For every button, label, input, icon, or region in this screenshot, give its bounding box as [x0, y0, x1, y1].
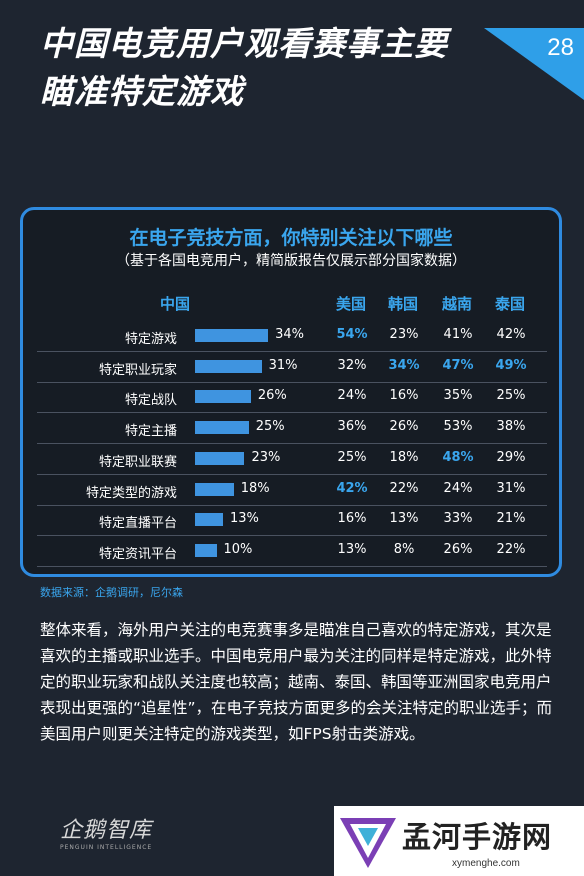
china-value: 25%: [255, 419, 285, 435]
page-title: 中国电竞用户观看赛事主要瞄准特定游戏: [40, 24, 448, 111]
china-value: 31%: [268, 357, 298, 373]
survey-row: 特定战队 26% 24% 16% 35% 25%: [37, 383, 547, 414]
row-label: 特定类型的游戏: [85, 485, 177, 501]
value-usa: 13%: [337, 541, 367, 557]
brand-logo: 企鹅智库 PENGUIN INTELLIGENCE: [60, 812, 152, 851]
china-bar: [195, 543, 217, 557]
china-bar: [195, 329, 269, 342]
china-bar: [195, 513, 223, 527]
china-bar: [195, 451, 245, 465]
row-label: 特定资讯平台: [98, 546, 177, 562]
page-number: 28: [547, 34, 574, 61]
value-vietnam: 33%: [443, 511, 473, 527]
china-value: 18%: [240, 480, 270, 496]
corner-triangle-icon: [484, 28, 584, 100]
column-header-vietnam: 越南: [441, 295, 472, 313]
china-bar: [195, 421, 249, 435]
value-thailand: 31%: [496, 480, 526, 496]
china-value: 13%: [229, 511, 259, 527]
value-korea: 18%: [389, 449, 419, 465]
value-vietnam: 26%: [443, 541, 473, 557]
survey-question: 在电子竞技方面，你特别关注以下哪些: [129, 227, 453, 249]
survey-row: 特定职业联赛 23% 25% 18% 48% 29%: [37, 445, 547, 475]
value-thailand: 22%: [496, 541, 526, 557]
china-bar: [195, 390, 251, 404]
column-header-usa: 美国: [335, 295, 366, 313]
watermark-name: 孟河手游网: [402, 820, 553, 854]
survey-row: 特定直播平台 13% 16% 13% 33% 21%: [37, 506, 547, 537]
survey-row: 特定职业玩家 31% 32% 34% 47% 49%: [37, 353, 547, 383]
value-vietnam: 41%: [443, 327, 473, 342]
survey-row: 特定主播 25% 36% 26% 53% 38%: [37, 414, 547, 445]
value-thailand: 49%: [495, 357, 527, 373]
value-usa: 54%: [336, 327, 368, 342]
watermark: 孟河手游网 xymenghe.com: [334, 806, 584, 876]
value-usa: 24%: [337, 388, 367, 404]
row-label: 特定主播: [124, 424, 177, 440]
value-thailand: 38%: [496, 419, 526, 435]
value-thailand: 29%: [496, 449, 526, 465]
column-header-thailand: 泰国: [494, 295, 525, 313]
value-usa: 32%: [337, 357, 367, 373]
survey-row: 特定资讯平台 10% 13% 8% 26% 22%: [37, 537, 547, 567]
value-vietnam: 48%: [442, 449, 474, 465]
brand-logo-tagline: PENGUIN INTELLIGENCE: [60, 844, 153, 851]
china-value: 10%: [223, 541, 253, 557]
watermark-emblem-icon: [340, 818, 396, 868]
china-bar: [195, 359, 262, 373]
value-thailand: 42%: [496, 327, 526, 342]
page-number-badge: 28: [484, 28, 584, 100]
survey-row: 特定游戏 34% 54% 23% 41% 42%: [37, 322, 547, 352]
value-korea: 26%: [389, 419, 419, 435]
value-korea: 16%: [389, 388, 419, 404]
value-vietnam: 53%: [443, 419, 473, 435]
value-usa: 25%: [337, 449, 367, 465]
column-header-china: 中国: [159, 295, 190, 313]
data-source: 数据来源：企鹅调研，尼尔森: [40, 586, 183, 599]
summary-text: 整体来看，海外用户关注的电竞赛事多是瞄准自己喜欢的特定游戏，其次是喜欢的主播或职…: [40, 621, 553, 743]
value-korea: 34%: [388, 357, 420, 373]
china-value: 34%: [275, 327, 304, 342]
china-value: 23%: [251, 449, 281, 465]
value-usa: 42%: [336, 480, 368, 496]
row-label: 特定直播平台: [98, 516, 177, 532]
row-label: 特定游戏: [124, 332, 177, 347]
value-korea: 23%: [389, 327, 419, 342]
value-usa: 36%: [337, 419, 367, 435]
value-usa: 16%: [337, 511, 367, 527]
row-label: 特定职业玩家: [98, 362, 177, 378]
value-thailand: 21%: [496, 511, 526, 527]
value-korea: 22%: [389, 480, 419, 496]
row-label: 特定职业联赛: [98, 454, 177, 470]
survey-panel: 在电子竞技方面，你特别关注以下哪些 （基于各国电竞用户，精简版报告仅展示部分国家…: [20, 207, 562, 577]
china-bar: [195, 482, 234, 496]
value-vietnam: 24%: [443, 480, 473, 496]
survey-row: 特定类型的游戏 18% 42% 22% 24% 31%: [37, 476, 547, 506]
value-vietnam: 35%: [443, 388, 473, 404]
watermark-url: xymenghe.com: [452, 858, 520, 869]
column-header-korea: 韩国: [387, 295, 418, 313]
china-value: 26%: [257, 388, 287, 404]
row-label: 特定战队: [124, 393, 177, 409]
survey-note: （基于各国电竞用户，精简版报告仅展示部分国家数据）: [116, 253, 466, 269]
value-korea: 13%: [389, 511, 419, 527]
value-thailand: 25%: [496, 388, 526, 404]
brand-logo-name: 企鹅智库: [60, 818, 153, 843]
value-korea: 8%: [393, 541, 415, 557]
value-vietnam: 47%: [442, 357, 474, 373]
